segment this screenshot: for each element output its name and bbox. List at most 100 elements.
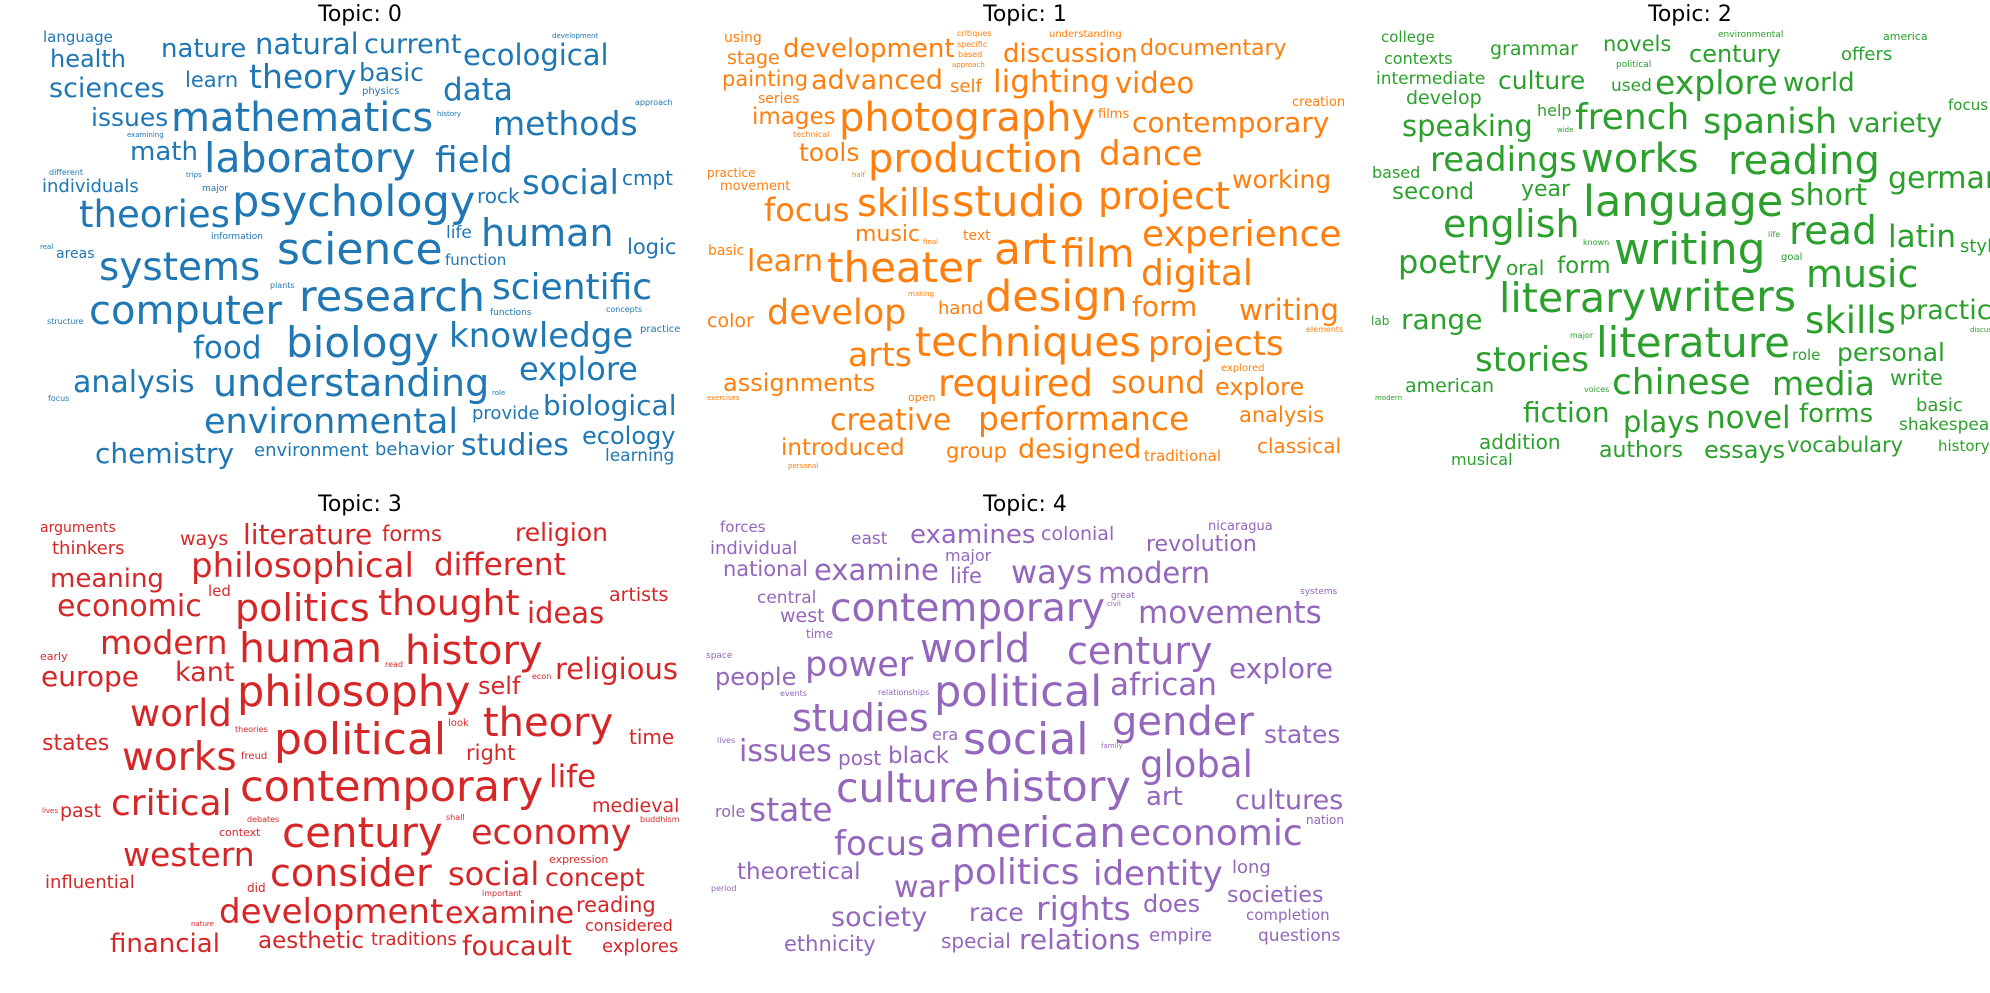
word-writing: writing xyxy=(1239,293,1339,327)
word-state: state xyxy=(749,790,833,829)
word-relations: relations xyxy=(1019,923,1141,956)
word-history: history xyxy=(983,762,1131,812)
word-politics: politics xyxy=(952,852,1080,893)
word-authors: authors xyxy=(1599,438,1683,463)
word-nation: nation xyxy=(1306,813,1344,827)
word-personal: personal xyxy=(788,462,819,470)
word-civil: civil xyxy=(1107,600,1121,608)
word-color: color xyxy=(707,310,754,332)
word-discussion: discussion xyxy=(1003,39,1138,69)
word-theory: theory xyxy=(249,57,357,96)
word-economic: economic xyxy=(1129,813,1303,854)
word-freud: freud xyxy=(241,751,268,762)
word-final: final xyxy=(923,238,939,246)
word-global: global xyxy=(1140,743,1253,786)
word-history: history xyxy=(1938,437,1990,455)
word-health: health xyxy=(50,45,126,73)
word-century: century xyxy=(1689,40,1781,68)
word-french: french xyxy=(1575,97,1690,138)
word-movement: movement xyxy=(720,179,791,194)
word-addition: addition xyxy=(1479,430,1561,454)
word-read: read xyxy=(1789,209,1877,254)
word-development: development xyxy=(219,892,444,932)
word-east: east xyxy=(851,529,888,549)
word-forms: forms xyxy=(382,522,442,546)
word-questions: questions xyxy=(1258,926,1341,946)
word-history: history xyxy=(437,110,462,118)
topic-3-panel: Topic: 3 political philosophy contemporary… xyxy=(40,490,680,960)
word-real: real xyxy=(40,243,54,251)
word-history: history xyxy=(405,628,543,674)
word-revolution: revolution xyxy=(1146,532,1257,557)
word-language: language xyxy=(1583,177,1784,227)
word-power: power xyxy=(805,645,914,685)
word-look: look xyxy=(448,718,469,729)
word-forces: forces xyxy=(720,518,766,536)
word-different: different xyxy=(434,547,566,583)
word-examine: examine xyxy=(814,553,939,587)
word-skills: skills xyxy=(857,181,951,225)
word-colonial: colonial xyxy=(1041,523,1115,545)
word-major: major xyxy=(202,184,228,194)
word-speaking: speaking xyxy=(1402,109,1533,143)
word-project: project xyxy=(1098,174,1230,218)
word-states: states xyxy=(42,731,110,756)
word-kant: kant xyxy=(175,657,235,688)
word-political: political xyxy=(1616,60,1652,70)
word-issues: issues xyxy=(739,734,832,769)
word-group: group xyxy=(946,439,1007,463)
word-concepts: concepts xyxy=(606,305,643,314)
word-gender: gender xyxy=(1112,699,1254,745)
word-philosophy: philosophy xyxy=(237,667,471,717)
word-national: national xyxy=(723,557,809,581)
word-goal: goal xyxy=(1781,252,1803,263)
word-era: era xyxy=(932,725,959,744)
word-war: war xyxy=(894,870,950,905)
word-design: design xyxy=(985,272,1128,322)
word-artists: artists xyxy=(609,584,669,606)
word-social: social xyxy=(963,714,1089,765)
word-images: images xyxy=(752,104,836,130)
word-documentary: documentary xyxy=(1140,36,1287,61)
word-information: information xyxy=(211,232,263,242)
word-provide: provide xyxy=(472,403,540,424)
word-stories: stories xyxy=(1475,340,1589,380)
word-advanced: advanced xyxy=(811,65,943,96)
word-used: used xyxy=(1611,76,1652,96)
word-lab: lab xyxy=(1371,314,1390,328)
topic-0-title: Topic: 0 xyxy=(318,2,402,27)
word-critical: critical xyxy=(111,783,232,824)
word-major: major xyxy=(1570,331,1594,340)
word-black: black xyxy=(888,743,950,769)
word-data: data xyxy=(443,72,513,108)
word-explore: explore xyxy=(519,350,638,388)
word-learn: learn xyxy=(747,244,823,279)
word-german: german xyxy=(1888,161,1990,196)
word-right: right xyxy=(466,741,516,765)
word-trips: trips xyxy=(186,171,202,179)
word-novels: novels xyxy=(1603,32,1672,56)
word-areas: areas xyxy=(56,246,95,262)
word-did: did xyxy=(247,881,266,895)
word-considered: considered xyxy=(585,916,673,935)
word-world: world xyxy=(920,626,1031,672)
word-theories: theories xyxy=(235,725,268,734)
word-assignments: assignments xyxy=(723,369,876,397)
word-economy: economy xyxy=(471,813,632,853)
word-projects: projects xyxy=(1148,324,1284,364)
topic-2-panel: Topic: 2 writing language writers literatur… xyxy=(1370,0,1990,470)
word-practice: practice xyxy=(640,324,681,335)
word-examining: examining xyxy=(127,131,164,139)
word-media: media xyxy=(1772,364,1875,403)
word-using: using xyxy=(724,30,762,46)
word-environmental: environmental xyxy=(1718,30,1784,40)
word-role: role xyxy=(492,389,506,397)
word-develop: develop xyxy=(1406,87,1482,109)
word-development: development xyxy=(783,34,955,64)
word-techniques: techniques xyxy=(915,318,1141,366)
word-world: world xyxy=(130,692,232,735)
word-expression: expression xyxy=(549,853,609,866)
topic-4-title: Topic: 4 xyxy=(983,492,1067,517)
word-explore: explore xyxy=(1215,373,1305,401)
word-special: special xyxy=(941,929,1011,953)
